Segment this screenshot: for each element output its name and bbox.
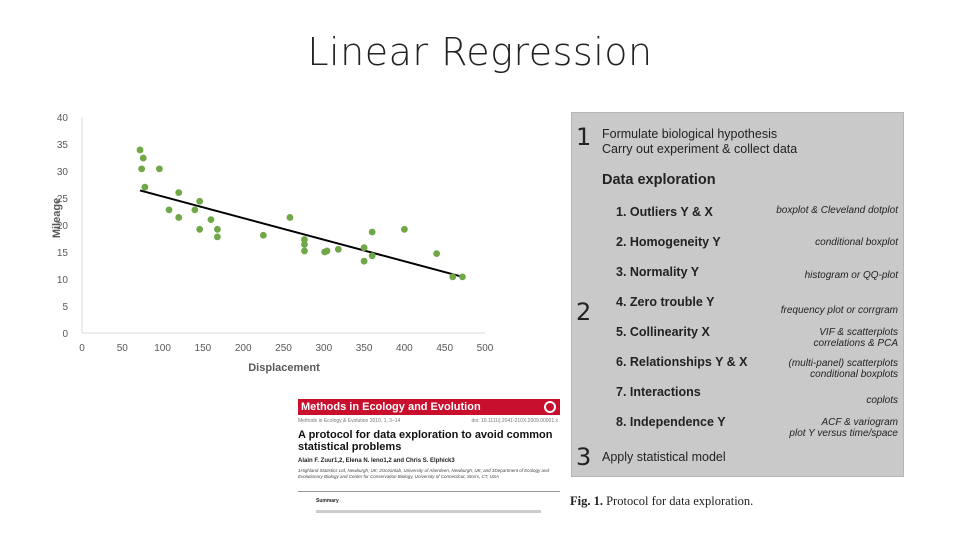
data-point — [323, 247, 331, 255]
hypothesis-text: Formulate biological hypothesis — [602, 127, 778, 141]
data-exploration-heading: Data exploration — [602, 172, 716, 188]
x-tick-label: 50 — [117, 343, 129, 354]
regression-line — [139, 189, 463, 278]
step-outliers: 1. Outliers Y & X — [616, 205, 713, 219]
data-point — [449, 273, 457, 281]
data-point — [138, 165, 146, 173]
data-point — [259, 231, 267, 239]
data-point — [433, 250, 441, 258]
data-point — [214, 233, 221, 241]
x-tick-label: 250 — [275, 343, 292, 354]
step-homogeneity-note: conditional boxplot — [815, 237, 898, 248]
paper-doi: doi: 10.1111/j.2041-210X.2009.00001.x — [471, 418, 558, 424]
figure-caption: Fig. 1. Protocol for data exploration. — [570, 494, 753, 509]
data-point — [401, 225, 408, 233]
apply-model-text: Apply statistical model — [602, 450, 726, 464]
data-point — [301, 241, 308, 248]
journal-logo-icon — [544, 401, 556, 413]
section-number-2: 2 — [576, 298, 592, 326]
protocol-figure: 1 Formulate biological hypothesis Carry … — [571, 112, 904, 477]
summary-text-line — [316, 510, 541, 513]
step-collinearity-note-1: VIF & scatterplots — [819, 327, 898, 338]
divider — [298, 491, 560, 492]
data-point — [165, 206, 173, 214]
x-tick-label: 150 — [195, 343, 212, 354]
step-relationships-note-2: conditional boxplots — [810, 369, 898, 380]
step-zero-trouble-note: frequency plot or corrgram — [780, 305, 898, 316]
data-point — [196, 197, 204, 205]
step-relationships: 6. Relationships Y & X — [616, 355, 748, 369]
step-collinearity-note-2: correlations & PCA — [813, 338, 898, 349]
data-point — [301, 247, 308, 255]
figure-caption-text: Protocol for data exploration. — [606, 494, 754, 508]
step-relationships-note-1: (multi-panel) scatterplots — [788, 358, 898, 369]
data-point — [360, 244, 368, 252]
data-point — [368, 228, 376, 236]
x-tick-label: 100 — [154, 343, 171, 354]
journal-banner: Methods in Ecology and Evolution — [298, 399, 560, 415]
data-point — [191, 206, 199, 214]
data-point — [207, 216, 215, 223]
summary-heading: Summary — [316, 498, 339, 504]
step-independence-note-1: ACF & variogram — [821, 417, 898, 428]
step-independence-note-2: plot Y versus time/space — [789, 428, 898, 439]
y-tick-label: 25 — [57, 194, 69, 205]
step-independence: 8. Independence Y — [616, 415, 726, 429]
figure-caption-label: Fig. 1. — [570, 494, 603, 508]
x-tick-label: 300 — [315, 343, 332, 354]
experiment-text: Carry out experiment & collect data — [602, 142, 798, 156]
data-point — [459, 273, 466, 281]
step-interactions: 7. Interactions — [616, 385, 701, 399]
x-tick-label: 450 — [436, 343, 453, 354]
y-tick-label: 15 — [57, 248, 69, 259]
data-point — [301, 236, 308, 243]
data-point — [334, 245, 342, 253]
step-normality: 3. Normality Y — [616, 265, 700, 279]
step-homogeneity: 2. Homogeneity Y — [616, 235, 721, 249]
data-point — [136, 146, 144, 154]
data-point — [155, 165, 163, 173]
data-point — [368, 252, 376, 260]
scatter-plot: 0 5 10 15 20 25 30 35 40 0 50 100 150 200 250 300 350 40… — [51, 113, 494, 374]
section-number-3: 3 — [576, 443, 592, 471]
x-axis-label: Displacement — [248, 362, 320, 374]
x-tick-label: 400 — [396, 343, 413, 354]
data-point — [360, 257, 368, 265]
data-point — [139, 154, 147, 162]
step-collinearity: 5. Collinearity X — [616, 325, 710, 339]
y-tick-label: 0 — [62, 329, 68, 340]
y-tick-label: 30 — [57, 167, 69, 178]
step-normality-note: histogram or QQ-plot — [804, 270, 898, 281]
x-tick-label: 350 — [356, 343, 373, 354]
data-point — [175, 214, 183, 221]
paper-excerpt: Methods in Ecology and Evolution Methods… — [294, 383, 562, 518]
x-tick-label: 0 — [79, 343, 85, 354]
step-outliers-note: boxplot & Cleveland dotplot — [776, 205, 898, 216]
y-tick-label: 5 — [62, 302, 68, 313]
section-number-1: 1 — [576, 123, 592, 151]
y-tick-label: 10 — [57, 275, 69, 286]
y-axis-label: Mileage — [51, 198, 63, 238]
slide-title: Linear Regression — [307, 30, 653, 74]
y-tick-label: 20 — [57, 221, 69, 232]
step-zero-trouble: 4. Zero trouble Y — [616, 295, 715, 309]
data-point — [214, 225, 221, 233]
data-point — [141, 183, 149, 191]
x-tick-label: 200 — [235, 343, 252, 354]
step-interactions-note: coplots — [866, 395, 898, 406]
data-point — [286, 214, 294, 221]
x-tick-label: 500 — [477, 343, 494, 354]
journal-name: Methods in Ecology and Evolution — [301, 401, 481, 413]
y-tick-label: 40 — [57, 113, 69, 124]
y-tick-label: 35 — [57, 140, 69, 151]
paper-citation: Methods in Ecology & Evolution 2010, 1, … — [298, 418, 401, 424]
paper-title: A protocol for data exploration to avoid… — [298, 429, 553, 453]
paper-affiliations: 1Highland Statistics Ltd, Newburgh, UK; … — [298, 468, 549, 479]
paper-authors: Alain F. Zuur1,2, Elena N. Ieno1,2 and C… — [298, 458, 455, 464]
data-point — [175, 189, 183, 196]
data-point — [196, 225, 204, 233]
